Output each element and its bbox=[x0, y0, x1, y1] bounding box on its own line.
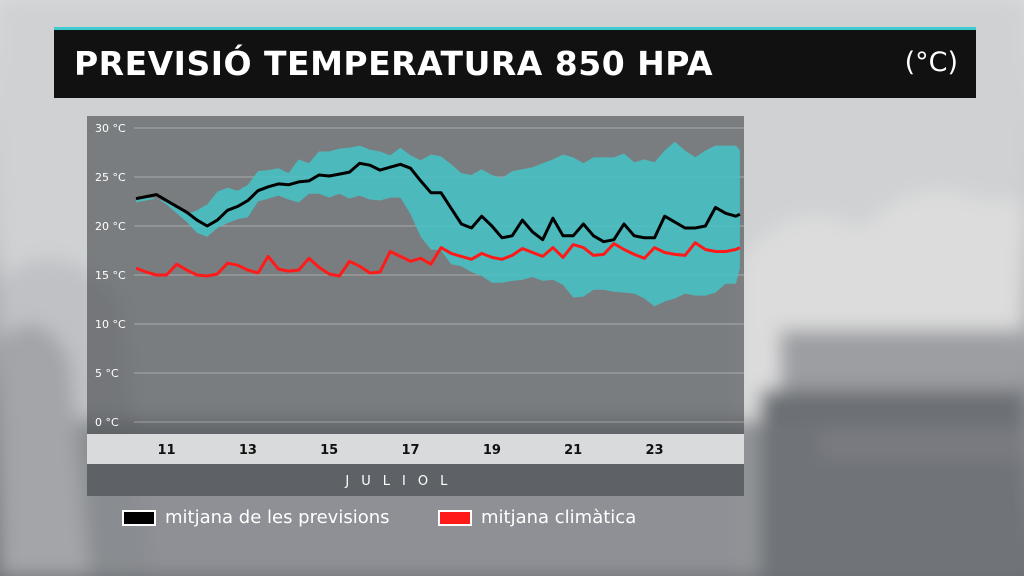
legend-label-mean-forecast: mitjana de les previsions bbox=[165, 507, 390, 528]
forecast-spread-band bbox=[136, 141, 740, 307]
legend-swatch-black bbox=[122, 509, 156, 526]
y-tick-label: 25 °C bbox=[95, 171, 126, 184]
temperature-chart: 0 °C 5 °C 10 °C 15 °C 20 °C 25 °C 30 °C 11 13 15 1… bbox=[87, 116, 744, 496]
x-tick-label: 19 bbox=[483, 443, 501, 458]
x-axis-label: JULIOL bbox=[344, 474, 459, 489]
y-tick-label: 0 °C bbox=[95, 416, 119, 429]
legend-item-mean-forecast: mitjana de les previsions bbox=[122, 507, 390, 528]
chart-title: PREVISIÓ TEMPERATURA 850 HPA bbox=[74, 44, 713, 83]
legend-swatch-red bbox=[438, 509, 472, 526]
legend-label-climate-mean: mitjana climàtica bbox=[481, 507, 637, 528]
y-tick-label: 15 °C bbox=[95, 269, 126, 282]
month-strip bbox=[87, 464, 744, 496]
series-line-climate-mean bbox=[135, 241, 741, 278]
x-tick-label: 13 bbox=[239, 443, 257, 458]
series-line-mean-forecast bbox=[135, 161, 741, 244]
x-axis-strip bbox=[87, 434, 744, 464]
y-tick-label: 20 °C bbox=[95, 220, 126, 233]
legend-item-climate-mean: mitjana climàtica bbox=[438, 507, 636, 528]
x-tick-label: 23 bbox=[645, 443, 663, 458]
x-tick-label: 17 bbox=[401, 443, 419, 458]
y-tick-label: 30 °C bbox=[95, 122, 126, 135]
x-tick-label: 15 bbox=[320, 443, 338, 458]
y-tick-label: 5 °C bbox=[95, 367, 119, 380]
x-tick-label: 11 bbox=[157, 443, 175, 458]
title-bar: PREVISIÓ TEMPERATURA 850 HPA (°C) bbox=[54, 27, 976, 98]
unit-label: (°C) bbox=[904, 47, 958, 78]
x-tick-label: 21 bbox=[564, 443, 582, 458]
y-tick-label: 10 °C bbox=[95, 318, 126, 331]
